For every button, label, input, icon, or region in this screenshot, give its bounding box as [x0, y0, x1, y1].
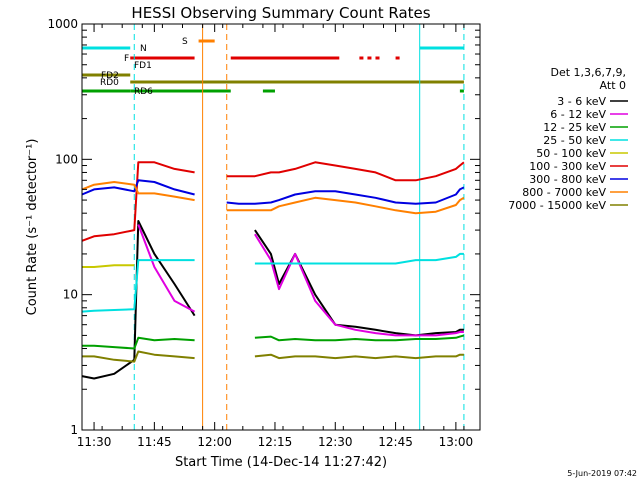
legend-entry: 800 - 7000 keV — [522, 186, 606, 199]
series-line-7 — [81, 181, 465, 215]
x-tick-label: 12:15 — [258, 435, 293, 449]
flag-label-s: S — [182, 37, 188, 47]
flag-label-rd6: RD6 — [134, 87, 153, 97]
legend-entry: 6 - 12 keV — [550, 108, 606, 121]
y-axis-ticks: 1 10 100 1000 — [47, 17, 480, 437]
data-series — [81, 161, 465, 380]
x-axis-label: Start Time (14-Dec-14 11:27:42) — [175, 455, 387, 470]
y-tick-label: 1 — [70, 423, 78, 437]
legend-entry: 50 - 100 keV — [536, 147, 606, 160]
x-tick-label: 13:00 — [439, 435, 474, 449]
y-tick-label: 10 — [63, 288, 78, 302]
chart-title: HESSI Observing Summary Count Rates — [131, 4, 430, 22]
series-line-4 — [82, 264, 135, 268]
legend-entry: 7000 - 15000 keV — [508, 199, 606, 212]
series-line-3 — [81, 252, 464, 313]
x-tick-label: 12:30 — [318, 435, 353, 449]
flag-label-fd2: FD2 — [101, 71, 119, 81]
series-line-1 — [137, 224, 464, 337]
legend-header: Det 1,3,6,7,9, — [550, 66, 626, 79]
legend-entry: 25 - 50 keV — [543, 134, 606, 147]
x-tick-label: 11:45 — [137, 435, 172, 449]
plot-frame — [81, 23, 481, 431]
series-line-8 — [82, 350, 464, 363]
y-tick-label: 100 — [55, 152, 78, 166]
flag-label-f: F — [124, 54, 129, 64]
x-tick-label: 11:30 — [77, 435, 112, 449]
flag-label-fd1: FD1 — [134, 61, 152, 71]
legend-header: Att 0 — [600, 79, 626, 92]
y-axis-label: Count Rate (s⁻¹ detector⁻¹) — [25, 139, 40, 316]
date-stamp: 5-Jun-2019 07:42 — [567, 469, 637, 478]
series-line-2 — [82, 334, 465, 350]
legend-entry: 100 - 300 keV — [529, 160, 606, 173]
series-line-5 — [81, 161, 465, 242]
x-tick-label: 12:00 — [197, 435, 232, 449]
y-tick-label: 1000 — [47, 17, 78, 31]
legend-entry: 12 - 25 keV — [543, 121, 606, 134]
legend-entry: 300 - 800 keV — [529, 173, 606, 186]
legend-entry: 3 - 6 keV — [557, 95, 606, 108]
flag-label-rd0: RD0 — [100, 78, 119, 88]
series-line-6 — [81, 179, 465, 205]
flag-label-n: N — [140, 44, 147, 54]
x-axis-ticks: 11:30 11:45 12:00 12:15 12:30 12:45 13:00 — [77, 24, 473, 449]
x-tick-label: 12:45 — [378, 435, 413, 449]
